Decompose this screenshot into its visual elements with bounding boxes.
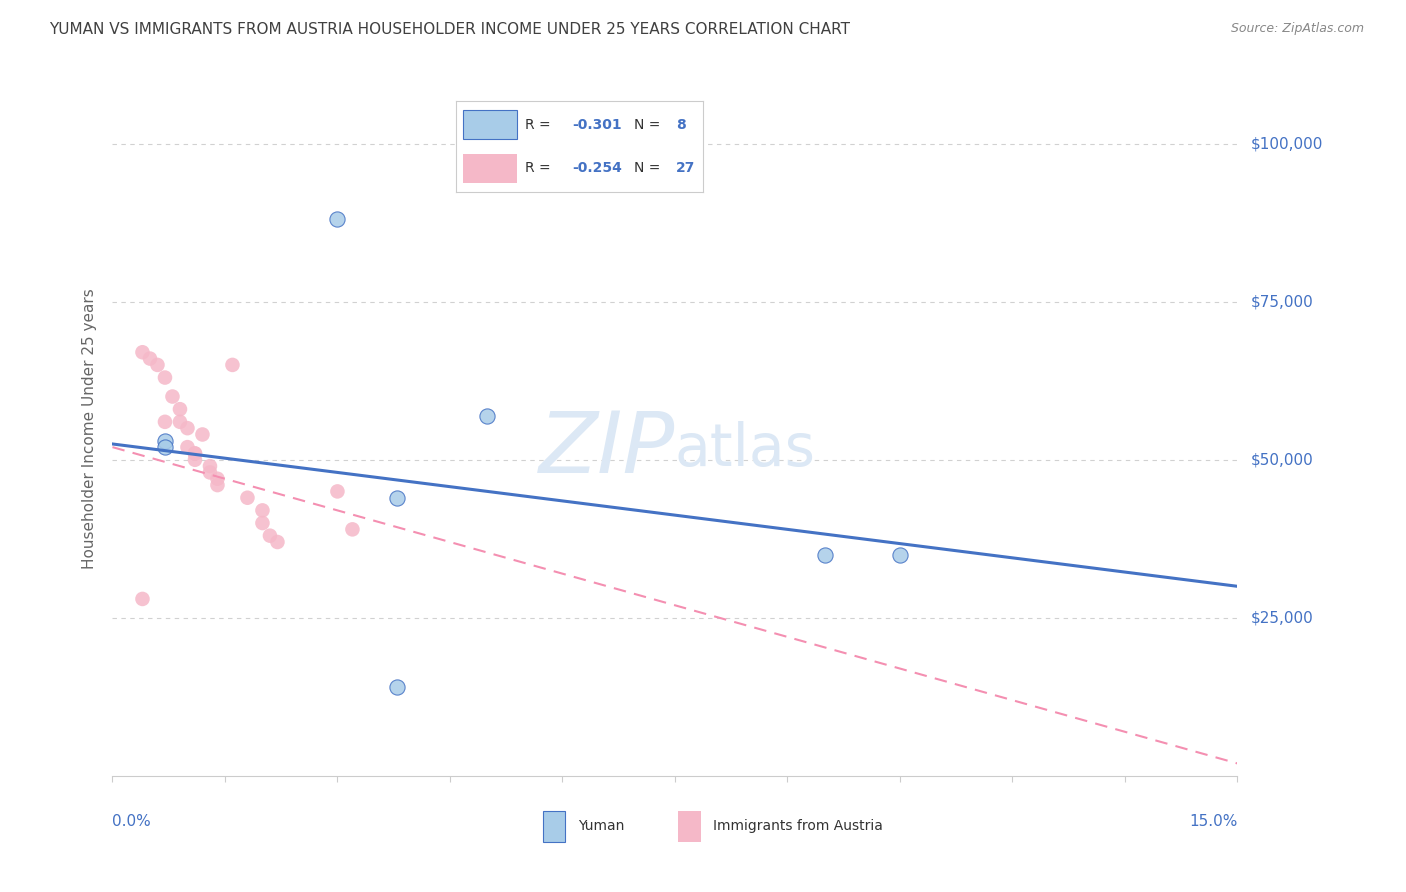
Point bbox=[236, 491, 259, 505]
Text: $100,000: $100,000 bbox=[1251, 136, 1323, 151]
Point bbox=[221, 358, 243, 372]
Point bbox=[889, 548, 911, 562]
Point bbox=[169, 415, 191, 429]
Point bbox=[169, 402, 191, 417]
Text: 15.0%: 15.0% bbox=[1189, 814, 1237, 830]
Point bbox=[146, 358, 169, 372]
Point bbox=[176, 440, 198, 454]
Point bbox=[326, 484, 349, 499]
Text: $25,000: $25,000 bbox=[1251, 610, 1315, 625]
Point bbox=[252, 503, 274, 517]
Point bbox=[153, 370, 176, 384]
Point bbox=[184, 446, 207, 460]
Point bbox=[326, 212, 349, 227]
Point bbox=[184, 452, 207, 467]
Point bbox=[198, 466, 221, 480]
Text: $50,000: $50,000 bbox=[1251, 452, 1315, 467]
Point bbox=[477, 409, 499, 423]
Point bbox=[191, 427, 214, 442]
Text: $75,000: $75,000 bbox=[1251, 294, 1315, 310]
Y-axis label: Householder Income Under 25 years: Householder Income Under 25 years bbox=[82, 288, 97, 568]
Point bbox=[252, 516, 274, 530]
Point bbox=[153, 440, 176, 454]
Point bbox=[207, 472, 229, 486]
Point bbox=[153, 434, 176, 448]
Point bbox=[153, 415, 176, 429]
Point bbox=[198, 459, 221, 474]
Text: Source: ZipAtlas.com: Source: ZipAtlas.com bbox=[1230, 22, 1364, 36]
Point bbox=[387, 681, 409, 695]
Point bbox=[176, 421, 198, 435]
Text: YUMAN VS IMMIGRANTS FROM AUSTRIA HOUSEHOLDER INCOME UNDER 25 YEARS CORRELATION C: YUMAN VS IMMIGRANTS FROM AUSTRIA HOUSEHO… bbox=[49, 22, 851, 37]
Point bbox=[266, 535, 288, 549]
Point bbox=[131, 345, 153, 359]
Point bbox=[207, 478, 229, 492]
Point bbox=[131, 591, 153, 606]
Text: ZIP: ZIP bbox=[538, 408, 675, 491]
Point bbox=[387, 491, 409, 505]
Point bbox=[184, 446, 207, 460]
Point bbox=[259, 529, 281, 543]
Point bbox=[342, 522, 364, 536]
Point bbox=[139, 351, 162, 366]
Point bbox=[162, 390, 184, 404]
Point bbox=[814, 548, 837, 562]
Text: 0.0%: 0.0% bbox=[112, 814, 152, 830]
Text: atlas: atlas bbox=[675, 420, 815, 477]
